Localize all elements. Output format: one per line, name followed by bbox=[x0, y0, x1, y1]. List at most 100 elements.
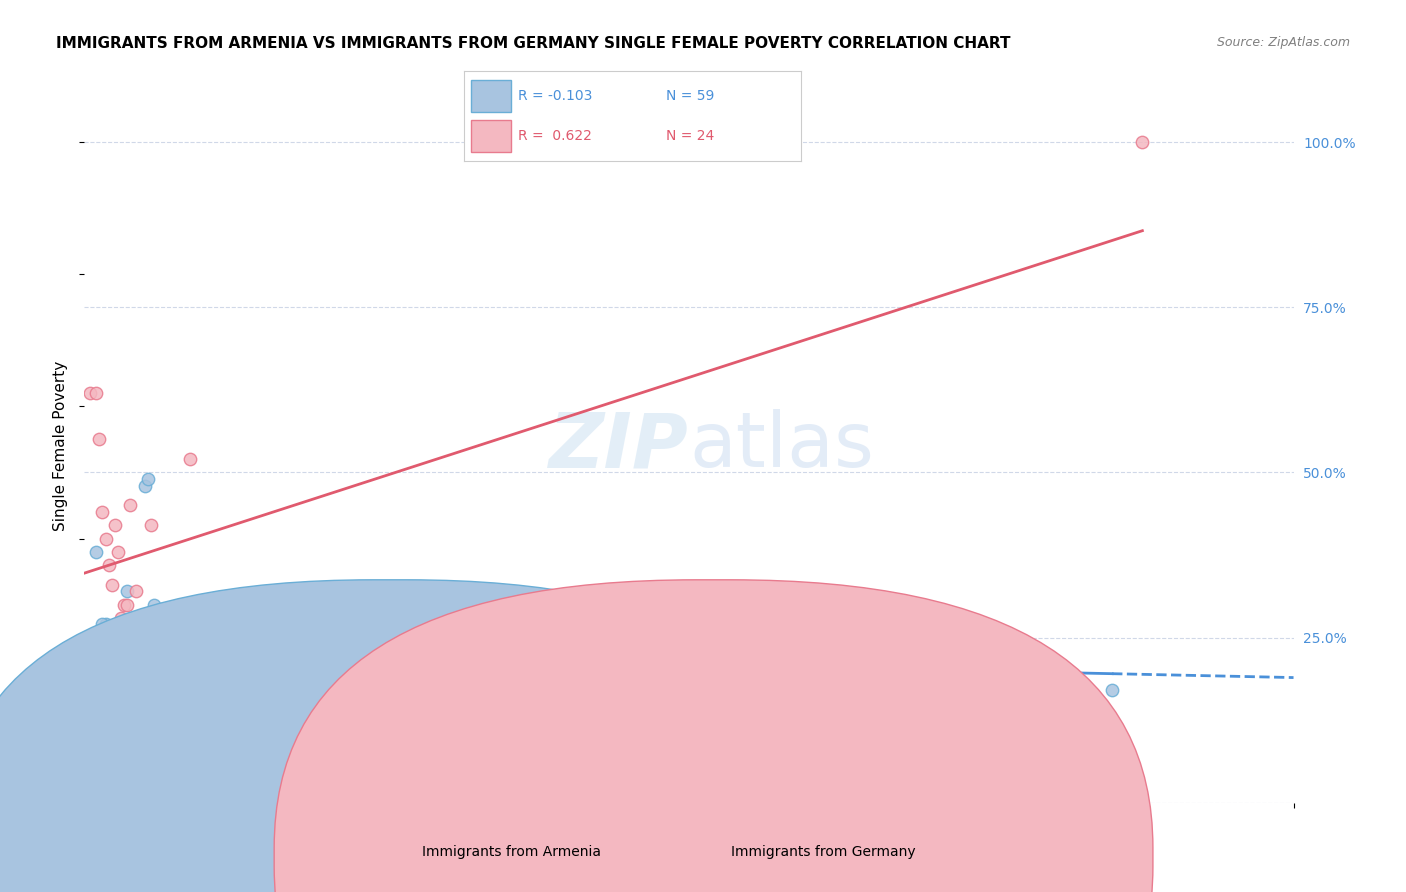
Text: N = 59: N = 59 bbox=[666, 89, 714, 103]
Point bbox=[94, 617, 117, 632]
Point bbox=[155, 624, 177, 638]
Point bbox=[115, 584, 138, 599]
Text: N = 24: N = 24 bbox=[666, 128, 714, 143]
Point bbox=[738, 644, 761, 658]
Point bbox=[89, 631, 111, 645]
Point bbox=[118, 650, 141, 665]
Text: 0.0%: 0.0% bbox=[67, 846, 101, 860]
Point bbox=[89, 670, 111, 684]
Point bbox=[142, 598, 165, 612]
Point bbox=[91, 617, 114, 632]
Point bbox=[86, 545, 108, 559]
Point bbox=[128, 617, 150, 632]
Point bbox=[115, 598, 138, 612]
Point bbox=[270, 664, 292, 678]
Point bbox=[170, 644, 193, 658]
Point bbox=[86, 386, 108, 401]
Point bbox=[82, 637, 104, 651]
Point bbox=[134, 690, 156, 704]
Point bbox=[131, 677, 153, 691]
Y-axis label: Single Female Poverty: Single Female Poverty bbox=[53, 361, 69, 531]
Point bbox=[136, 472, 159, 486]
Point bbox=[112, 650, 135, 665]
Point bbox=[110, 611, 132, 625]
Point bbox=[212, 637, 235, 651]
Point bbox=[125, 644, 148, 658]
Point bbox=[149, 650, 172, 665]
Point bbox=[121, 611, 143, 625]
Point bbox=[91, 505, 114, 519]
Point bbox=[436, 644, 458, 658]
Point bbox=[121, 637, 143, 651]
Point bbox=[76, 664, 98, 678]
Point bbox=[112, 631, 135, 645]
Point bbox=[104, 670, 127, 684]
Point bbox=[194, 657, 217, 671]
Point bbox=[157, 611, 180, 625]
Point bbox=[152, 637, 174, 651]
Point bbox=[496, 664, 519, 678]
Text: Source: ZipAtlas.com: Source: ZipAtlas.com bbox=[1216, 36, 1350, 49]
Point bbox=[94, 532, 117, 546]
Point bbox=[107, 657, 129, 671]
Point bbox=[142, 657, 165, 671]
Point bbox=[118, 624, 141, 638]
Point bbox=[82, 670, 104, 684]
Point bbox=[125, 650, 148, 665]
Point bbox=[104, 677, 127, 691]
Point bbox=[112, 598, 135, 612]
Text: Immigrants from Germany: Immigrants from Germany bbox=[731, 846, 915, 859]
Point bbox=[239, 644, 262, 658]
Point bbox=[94, 637, 117, 651]
Text: Immigrants from Armenia: Immigrants from Armenia bbox=[422, 846, 600, 859]
Point bbox=[94, 637, 117, 651]
Point bbox=[1130, 135, 1153, 149]
Point bbox=[225, 650, 247, 665]
Point bbox=[139, 611, 162, 625]
Bar bbox=[471, 80, 512, 112]
Point bbox=[149, 650, 172, 665]
Point bbox=[146, 664, 169, 678]
Point bbox=[980, 670, 1002, 684]
Point bbox=[79, 650, 101, 665]
Point bbox=[131, 650, 153, 665]
Point bbox=[104, 683, 127, 698]
Point bbox=[346, 650, 368, 665]
Point bbox=[89, 657, 111, 671]
Point bbox=[86, 743, 108, 757]
Point bbox=[97, 631, 120, 645]
Point bbox=[617, 683, 640, 698]
Point bbox=[139, 518, 162, 533]
Point bbox=[176, 657, 198, 671]
Text: R = -0.103: R = -0.103 bbox=[517, 89, 592, 103]
Point bbox=[128, 631, 150, 645]
Text: R =  0.622: R = 0.622 bbox=[517, 128, 592, 143]
Point bbox=[94, 624, 117, 638]
Point bbox=[139, 670, 162, 684]
Point bbox=[136, 683, 159, 698]
Point bbox=[97, 558, 120, 572]
Point bbox=[254, 637, 277, 651]
Point bbox=[82, 730, 104, 744]
Point bbox=[436, 624, 458, 638]
Point bbox=[179, 452, 201, 467]
Point bbox=[315, 617, 337, 632]
Point bbox=[125, 584, 148, 599]
Text: ZIP: ZIP bbox=[550, 409, 689, 483]
Point bbox=[188, 683, 211, 698]
Point bbox=[194, 604, 217, 618]
Point bbox=[110, 644, 132, 658]
Point bbox=[107, 545, 129, 559]
Point bbox=[134, 617, 156, 632]
Point bbox=[406, 697, 429, 711]
Point bbox=[86, 650, 108, 665]
Point bbox=[207, 650, 229, 665]
Point bbox=[678, 690, 700, 704]
Point bbox=[82, 664, 104, 678]
Bar bbox=[471, 120, 512, 152]
Point bbox=[121, 637, 143, 651]
Point bbox=[97, 650, 120, 665]
Point bbox=[89, 664, 111, 678]
Point bbox=[104, 650, 127, 665]
Point bbox=[86, 657, 108, 671]
